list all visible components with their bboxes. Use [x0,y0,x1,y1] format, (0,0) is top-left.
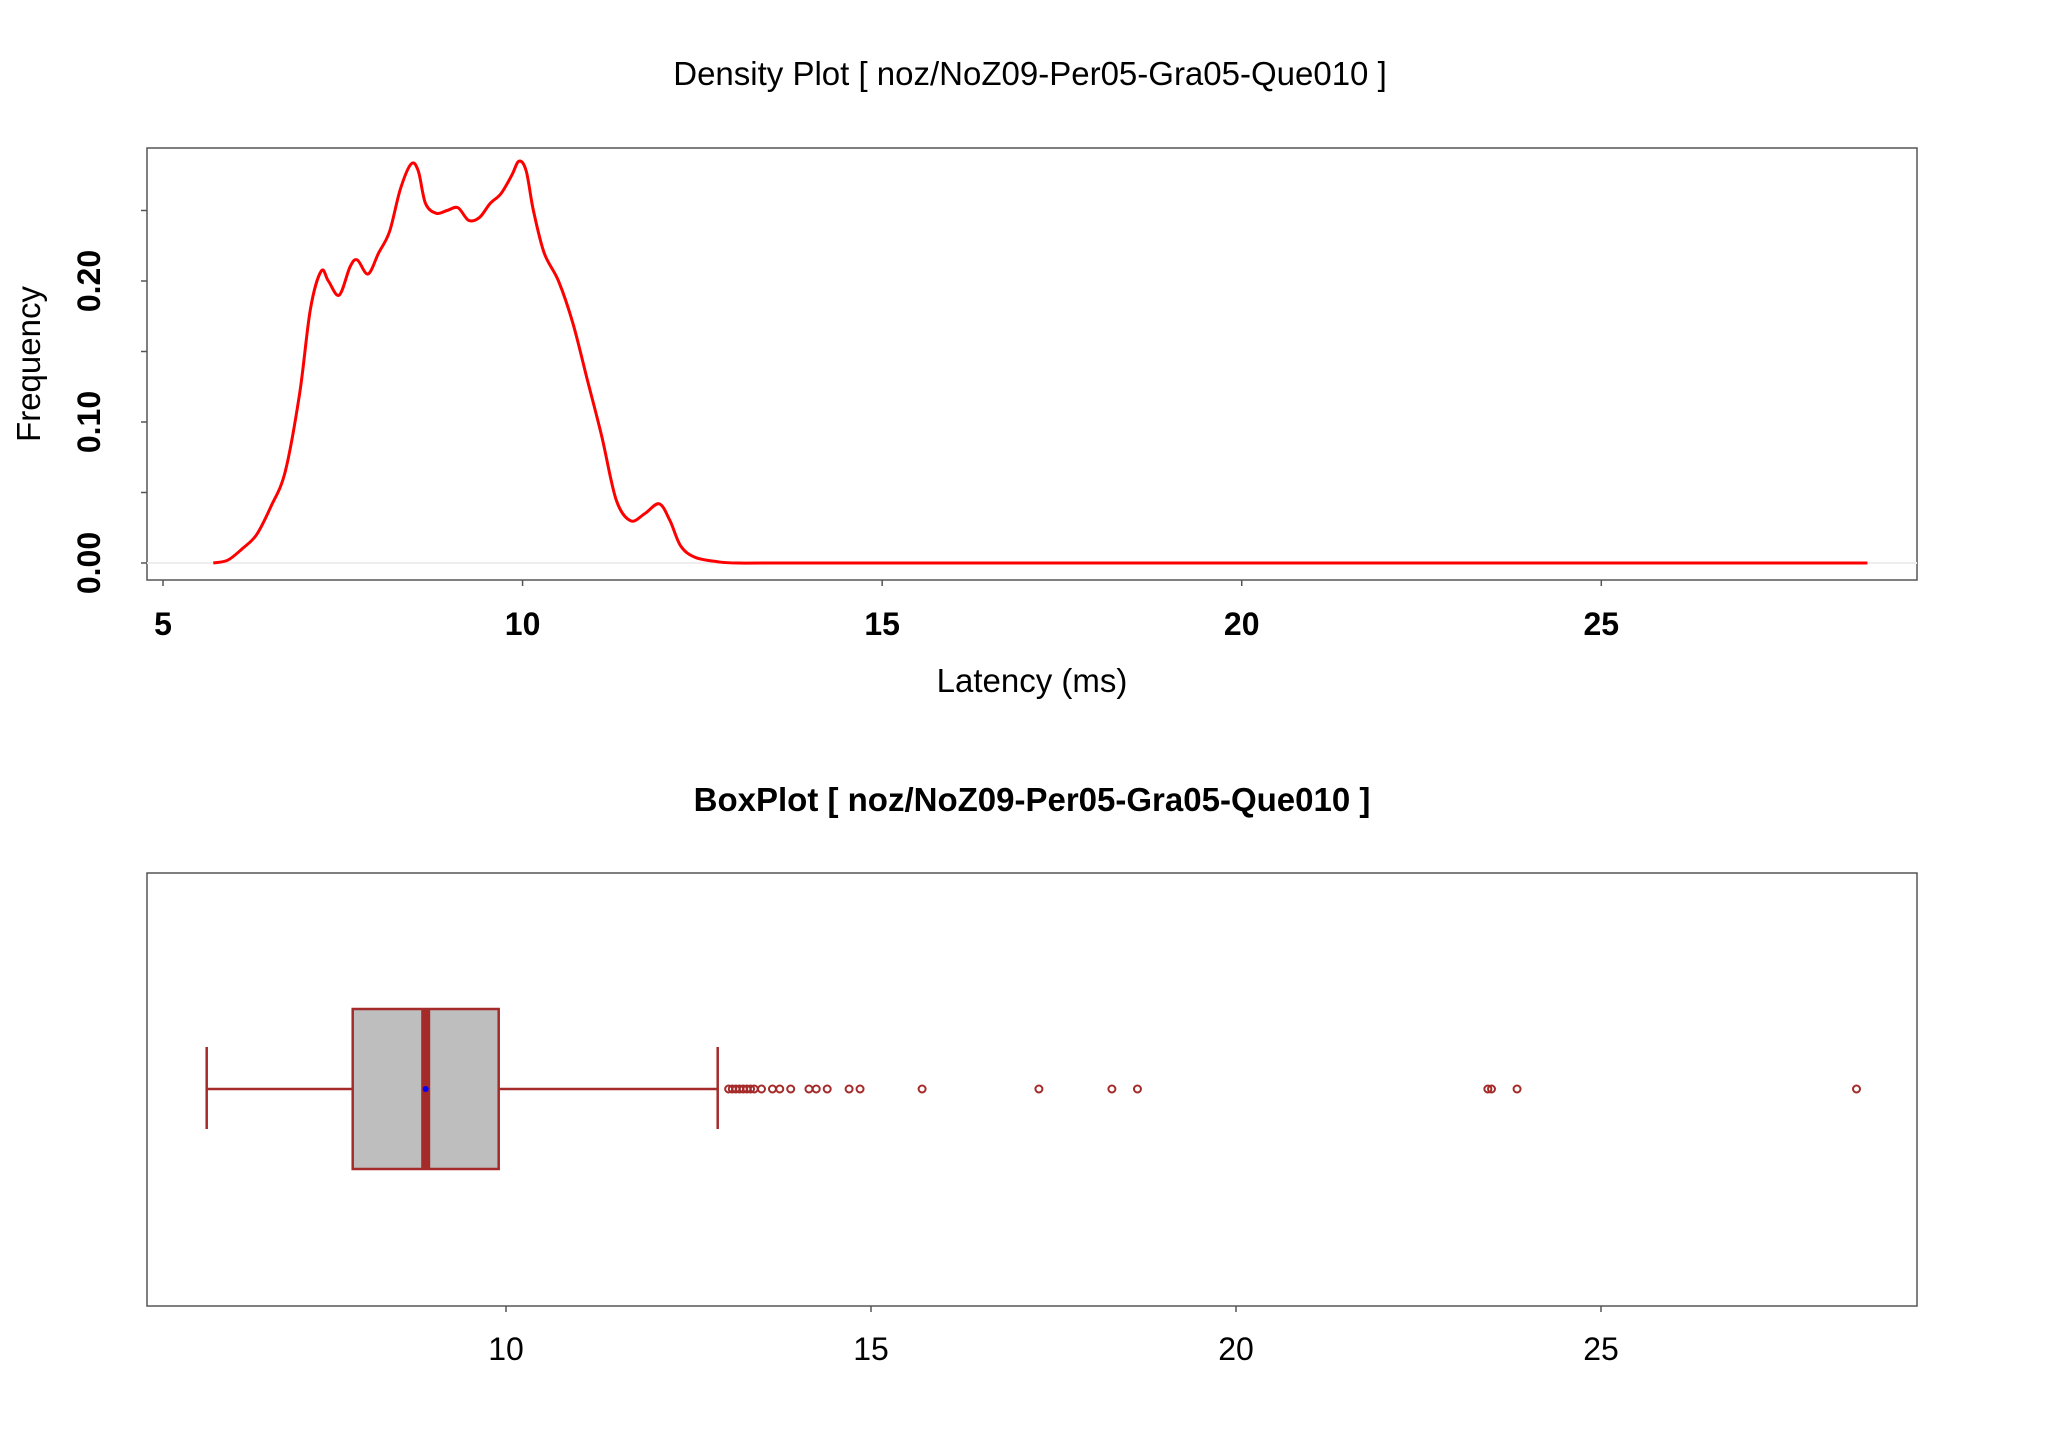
density-y-axis-label: Frequency [10,286,47,442]
box-x-tick-label: 20 [1218,1331,1254,1367]
outlier-point [1483,1084,1493,1094]
outlier-point [1512,1084,1522,1094]
mean-marker [422,1086,429,1092]
density-x-tick-label: 20 [1224,606,1260,642]
density-x-tick-label: 15 [864,606,900,642]
outlier-point [822,1084,832,1094]
outlier-point [1852,1084,1861,1094]
outlier-point [1487,1084,1496,1094]
density-y-tick-label: 0.00 [71,532,107,594]
outlier-point [786,1084,796,1094]
outlier-point [1107,1084,1117,1094]
box-x-tick-label: 10 [488,1331,524,1367]
box-x-tick-label: 25 [1583,1331,1619,1367]
density-x-axis-label: Latency (ms) [937,662,1128,699]
density-curve [212,159,1868,565]
outlier-point [1132,1084,1142,1094]
density-x-tick-label: 10 [505,606,541,642]
box-plot-panel: BoxPlot [ noz/NoZ09-Per05-Gra05-Que010 ]… [146,781,1918,1367]
density-plot-frame [146,147,1918,581]
density-x-axis: 5 10 15 20 25 [154,580,1619,642]
outlier-point [746,1084,756,1094]
outlier-point [757,1084,766,1094]
density-y-tick-label: 0.10 [71,391,107,453]
outlier-point [917,1084,927,1094]
density-y-axis: 0.00 0.10 0.20 [71,209,147,594]
box-marks [205,1007,1861,1171]
density-x-tick-label: 25 [1584,606,1620,642]
density-plot-panel: Density Plot [ noz/NoZ09-Per05-Gra05-Que… [10,55,1918,699]
box-x-axis: 10 15 20 25 [488,1306,1619,1367]
density-y-tick-label: 0.20 [71,250,107,312]
outlier-point [811,1084,821,1094]
box-x-tick-label: 15 [853,1331,889,1367]
box-plot-title: BoxPlot [ noz/NoZ09-Per05-Gra05-Que010 ] [694,781,1371,818]
outlier-point [767,1084,777,1094]
outlier-point [775,1084,785,1094]
density-x-tick-label: 5 [154,606,172,642]
density-plot-title: Density Plot [ noz/NoZ09-Per05-Gra05-Que… [673,55,1387,92]
outlier-point [1034,1084,1044,1094]
box-plot-frame [146,872,1918,1307]
outlier-point [855,1084,865,1094]
outlier-point [804,1084,814,1094]
outlier-point [844,1084,854,1094]
